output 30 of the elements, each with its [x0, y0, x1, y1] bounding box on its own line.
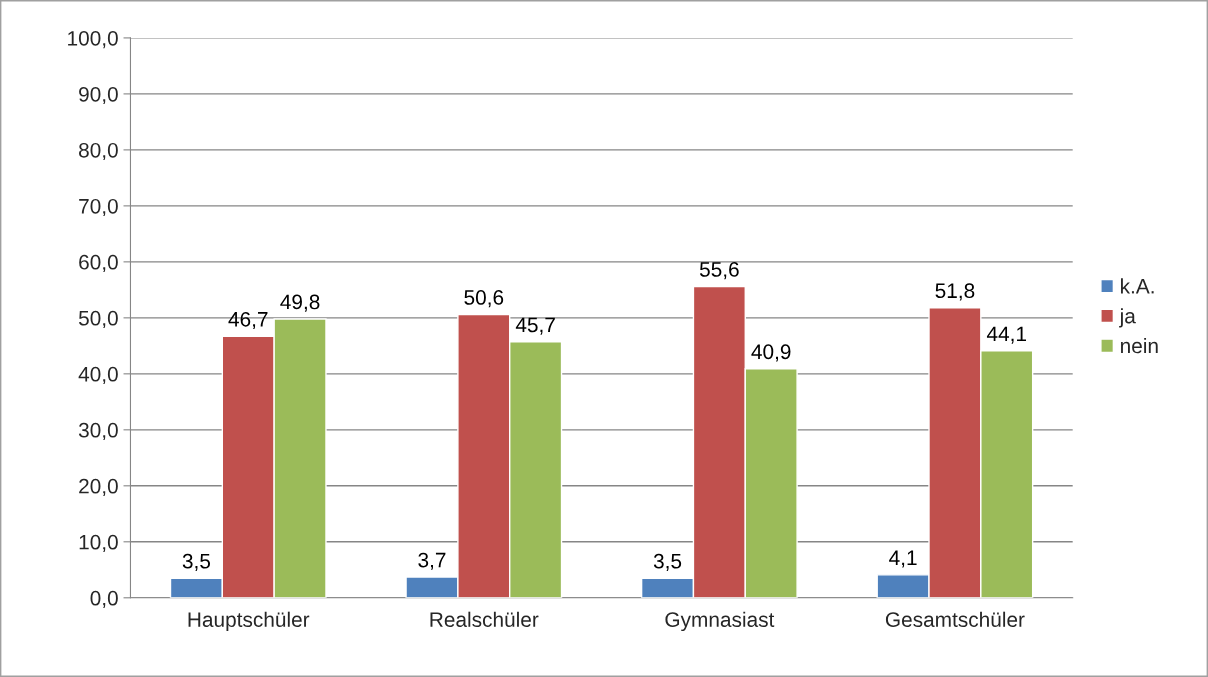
data-label: 50,6: [464, 290, 504, 308]
data-label: 40,9: [751, 344, 791, 362]
data-label: 4,1: [889, 550, 917, 568]
legend-label: k.A.: [1121, 278, 1154, 294]
legend-label: ja: [1119, 308, 1136, 328]
y-tick-label: 20,0: [79, 478, 118, 497]
legend-label: nein: [1121, 337, 1158, 354]
x-tick-label: Gymnasiast: [665, 611, 775, 632]
data-label: 49,8: [280, 294, 320, 312]
data-label: 3,5: [653, 553, 682, 571]
data-label: 3,7: [418, 552, 446, 570]
y-tick-label: 80,0: [79, 142, 118, 161]
y-tick-label: 0,0: [90, 590, 118, 609]
data-label: 3,5: [182, 553, 211, 571]
y-tick-label: 40,0: [78, 366, 118, 385]
x-tick-label: Hauptschüler: [188, 611, 310, 632]
y-tick-label: 50,0: [78, 310, 118, 329]
data-label: 44,1: [986, 326, 1027, 344]
y-tick-label: 90,0: [79, 86, 118, 105]
y-tick-label: 30,0: [78, 422, 118, 441]
data-label: 55,6: [699, 262, 739, 280]
data-label: 51,8: [935, 283, 975, 301]
y-tick-label: 100,0: [68, 30, 118, 49]
x-tick-label: Gesamtschüler: [885, 611, 1025, 627]
y-tick-label: 70,0: [79, 198, 118, 217]
y-tick-label: 10,0: [79, 534, 118, 553]
x-tick-label: Realschüler: [430, 611, 539, 627]
data-label: 46,7: [228, 311, 268, 330]
y-tick-label: 60,0: [79, 254, 118, 273]
data-label: 45,7: [515, 317, 555, 335]
